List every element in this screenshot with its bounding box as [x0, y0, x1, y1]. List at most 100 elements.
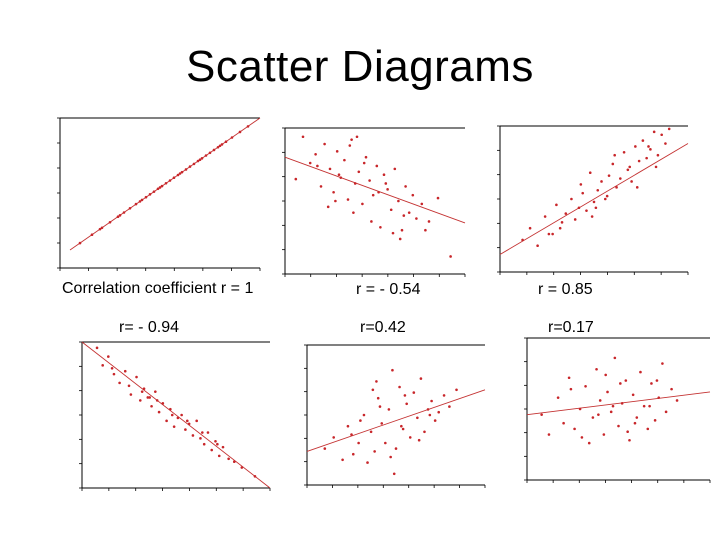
- data-point: [337, 173, 341, 177]
- data-point: [419, 377, 423, 380]
- data-point: [196, 159, 200, 163]
- data-point: [634, 145, 637, 148]
- data-point: [326, 205, 330, 209]
- data-point: [551, 232, 554, 236]
- data-point: [564, 212, 568, 215]
- data-point: [118, 214, 122, 217]
- data-point: [172, 425, 176, 428]
- scatter-plot-6: [524, 337, 711, 483]
- data-point: [596, 188, 600, 192]
- data-point: [543, 215, 547, 218]
- data-point: [165, 419, 168, 423]
- data-point: [301, 135, 305, 139]
- data-point: [417, 438, 421, 442]
- data-point: [230, 136, 234, 139]
- data-point: [319, 185, 323, 188]
- data-point: [536, 244, 539, 248]
- data-point: [635, 186, 639, 189]
- data-point: [161, 402, 165, 405]
- data-point: [314, 152, 317, 156]
- data-point: [389, 455, 392, 459]
- data-point: [160, 184, 164, 188]
- data-point: [642, 404, 646, 408]
- data-point: [214, 439, 217, 443]
- data-point: [192, 162, 196, 166]
- data-point: [613, 356, 617, 360]
- scatter-plot-5: [304, 344, 486, 488]
- data-point: [323, 447, 327, 450]
- data-point: [332, 436, 335, 439]
- data-point: [202, 442, 206, 446]
- trend-line: [81, 341, 271, 489]
- data-point: [112, 372, 116, 376]
- data-point: [401, 427, 405, 431]
- data-point: [595, 367, 598, 371]
- data-point: [392, 472, 396, 476]
- data-point: [547, 232, 551, 236]
- data-point: [220, 143, 224, 146]
- data-point: [628, 165, 632, 169]
- data-point: [118, 381, 121, 385]
- data-point: [376, 396, 380, 400]
- data-point: [328, 167, 332, 171]
- data-point: [158, 186, 162, 189]
- data-point: [626, 168, 630, 172]
- data-point: [398, 237, 402, 241]
- data-point: [402, 214, 406, 217]
- data-point: [170, 413, 174, 417]
- data-point: [562, 421, 565, 425]
- data-point: [240, 466, 244, 469]
- data-point: [187, 422, 191, 426]
- data-point: [369, 430, 373, 434]
- data-point: [611, 162, 615, 166]
- data-point: [107, 355, 110, 358]
- data-point: [184, 168, 188, 171]
- plot-2-caption: r = - 0.54: [356, 281, 421, 298]
- data-point: [386, 188, 389, 191]
- data-point: [584, 384, 587, 388]
- data-point: [359, 419, 362, 422]
- data-point: [138, 200, 142, 203]
- data-point: [176, 173, 180, 177]
- data-point: [155, 399, 159, 402]
- data-point: [373, 450, 376, 453]
- data-point: [169, 407, 172, 411]
- scatter-plot-2: [282, 127, 466, 277]
- data-point: [210, 448, 214, 452]
- data-point: [637, 159, 641, 163]
- data-point: [611, 404, 615, 408]
- data-point: [652, 130, 656, 134]
- data-point: [212, 148, 216, 152]
- data-point: [645, 156, 648, 160]
- trend-line: [284, 156, 466, 224]
- data-point: [144, 195, 148, 199]
- data-point: [355, 135, 359, 139]
- data-point: [570, 197, 573, 201]
- data-point: [437, 410, 441, 414]
- data-point: [206, 431, 210, 434]
- data-point: [528, 226, 532, 230]
- data-point: [332, 190, 335, 194]
- data-point: [556, 396, 560, 399]
- data-point: [619, 382, 622, 385]
- data-point: [653, 419, 657, 422]
- data-point: [609, 410, 613, 414]
- data-point: [216, 442, 219, 446]
- data-point: [646, 427, 650, 431]
- data-point: [227, 457, 230, 461]
- data-point: [157, 410, 161, 414]
- data-point: [547, 433, 551, 436]
- data-point: [580, 436, 584, 439]
- data-point: [626, 430, 629, 434]
- data-point: [116, 215, 120, 218]
- data-point: [615, 186, 618, 189]
- data-point: [540, 413, 543, 416]
- data-point: [635, 416, 639, 419]
- scatter-plot-3: [497, 125, 689, 275]
- data-point: [407, 211, 411, 214]
- data-point: [416, 416, 419, 420]
- data-point: [335, 150, 339, 153]
- data-point: [348, 144, 352, 147]
- data-point: [323, 142, 326, 146]
- plot-3-caption: r = 0.85: [538, 281, 593, 298]
